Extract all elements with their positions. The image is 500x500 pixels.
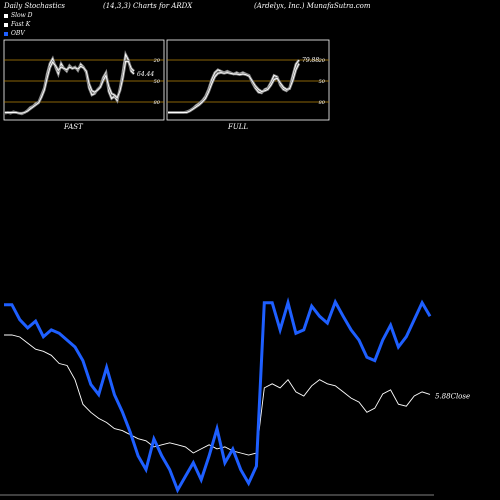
last-value-label-full: 79.88 [302, 57, 319, 64]
series-outline-full-0 [168, 59, 301, 114]
series-line-full-1 [168, 63, 300, 113]
legend-label-obv: OBV [11, 30, 25, 37]
chart-header-middle: (14,3,3) Charts for ARDX [103, 2, 193, 10]
chart-header-right: (Ardelyx, Inc.) MunafaSutra.com [254, 2, 371, 10]
series-outline-full-1 [168, 62, 301, 114]
obv-line [4, 297, 432, 494]
series-line-full-0 [168, 59, 300, 113]
tick-label-full-20: 80 [319, 100, 326, 106]
tick-label-fast-20: 80 [154, 100, 161, 106]
last-value-label-fast: 64.44 [137, 71, 154, 78]
close-value-label: 5.88Close [435, 392, 470, 400]
panel-frame-fast [3, 39, 165, 121]
legend-item-obv: OBV [4, 30, 25, 37]
legend-swatch-slow-d [4, 13, 8, 18]
tick-label-fast-50: 50 [154, 79, 161, 85]
legend-swatch-fast-k [4, 22, 8, 27]
legend-item-fast-k: Fast K [4, 21, 30, 28]
legend-label-fast-k: Fast K [11, 21, 31, 28]
tick-label-full-50: 50 [319, 79, 326, 85]
series-outline-fast-0 [4, 50, 135, 116]
legend-item-slow-d: Slow D [4, 12, 33, 19]
close-price-line [4, 334, 431, 456]
panel-frame-full [166, 39, 330, 121]
panel-title-fast: FAST [63, 123, 84, 131]
legend-label-slow-d: Slow D [11, 12, 33, 19]
chart-header-left: Daily Stochastics [4, 2, 66, 10]
series-line-fast-0 [4, 52, 135, 115]
panel-title-full: FULL [227, 123, 248, 131]
series-outline-fast-1 [5, 59, 135, 115]
series-line-fast-1 [5, 60, 135, 114]
tick-label-full-80: 20 [318, 58, 326, 64]
legend-swatch-obv [4, 31, 8, 36]
tick-label-fast-80: 20 [153, 58, 161, 64]
